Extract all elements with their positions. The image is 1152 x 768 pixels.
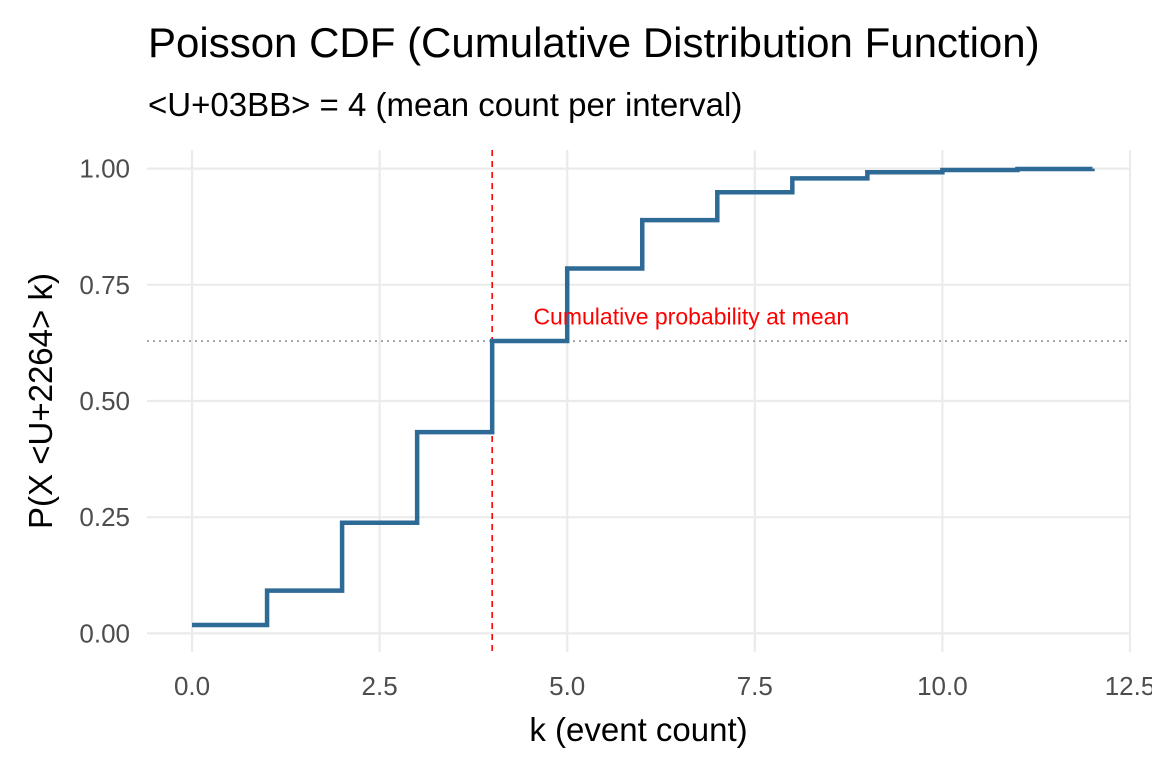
- x-tick-label: 7.5: [737, 671, 773, 701]
- y-axis-title: P(X <U+2264> k): [22, 273, 59, 529]
- y-tick-label: 0.50: [79, 386, 130, 416]
- x-tick-label: 12.5: [1105, 671, 1152, 701]
- cdf-step-line: [192, 166, 1095, 628]
- y-tick-label: 0.75: [79, 270, 130, 300]
- chart-title: Poisson CDF (Cumulative Distribution Fun…: [148, 19, 1040, 66]
- chart-subtitle: <U+03BB> = 4 (mean count per interval): [148, 86, 742, 123]
- y-tick-label: 0.00: [79, 618, 130, 648]
- mean-annotation: Cumulative probability at mean: [533, 303, 849, 329]
- x-tick-label: 2.5: [362, 671, 398, 701]
- x-axis-title: k (event count): [529, 711, 747, 748]
- x-tick-label: 0.0: [174, 671, 210, 701]
- annotations: Cumulative probability at mean: [533, 303, 849, 329]
- x-tick-label: 10.0: [917, 671, 968, 701]
- x-tick-label: 5.0: [549, 671, 585, 701]
- x-axis-ticks: 0.0 2.5 5.0 7.5 10.0 12.5: [174, 671, 1152, 701]
- cdf-step-series: [191, 166, 1095, 628]
- y-tick-label: 0.25: [79, 502, 130, 532]
- y-tick-label: 1.00: [79, 154, 130, 184]
- reference-lines: [147, 150, 1130, 652]
- gridlines: [147, 150, 1132, 652]
- y-axis-ticks: 0.00 0.25 0.50 0.75 1.00: [79, 154, 130, 649]
